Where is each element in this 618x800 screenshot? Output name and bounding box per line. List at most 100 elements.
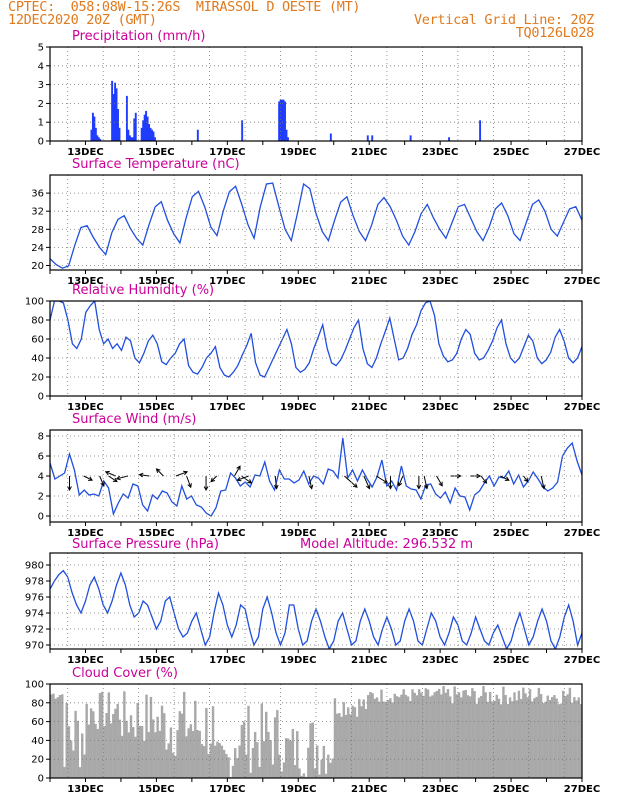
- cloud-bar: [236, 758, 239, 778]
- cloud-bar: [211, 706, 215, 778]
- precip-bar: [114, 82, 117, 141]
- precip-bar: [111, 80, 114, 141]
- x-tick-label: 13DEC: [67, 528, 103, 539]
- cloud-bar: [342, 702, 346, 778]
- cloud-bar: [174, 755, 177, 778]
- precip-bar: [278, 101, 281, 141]
- x-tick-label: 23DEC: [422, 784, 458, 795]
- cloud-bar: [535, 696, 538, 778]
- cloud-bar: [296, 731, 299, 778]
- precip-bar: [148, 124, 151, 141]
- cloud-bar: [355, 716, 359, 778]
- cloud-bar: [147, 732, 150, 778]
- wind-arrow-head: [236, 465, 241, 471]
- x-tick-label: 27DEC: [564, 655, 600, 666]
- cloud-bar: [537, 687, 541, 778]
- cloud-bar: [455, 694, 459, 778]
- x-tick-label: 15DEC: [138, 655, 174, 666]
- cloud-bar: [105, 713, 108, 778]
- x-tick-label: 17DEC: [209, 276, 245, 287]
- y-tick-label: 3: [38, 80, 44, 91]
- precip-bar: [99, 139, 102, 141]
- cloud-bar: [205, 708, 208, 778]
- cloud-bar: [544, 701, 547, 778]
- cloud-bar: [573, 697, 576, 778]
- precip-bar: [130, 137, 133, 141]
- cloud-bar: [477, 697, 481, 778]
- precip-bar: [279, 99, 282, 141]
- panel-1: Precipitation (mm/h) 0 1 2 3 4 5 13DEC 15DEC 17DE…: [38, 29, 601, 158]
- x-tick-label: 25DEC: [493, 784, 529, 795]
- cloud-bar: [400, 694, 403, 778]
- y-tick-label: 970: [25, 641, 44, 652]
- cloud-bar: [519, 698, 523, 778]
- cloud-bar: [373, 698, 377, 778]
- cloud-bar: [265, 711, 268, 778]
- cloud-bar: [409, 700, 412, 778]
- cloud-bar: [169, 727, 173, 778]
- cloud-bar: [444, 692, 447, 778]
- cloud-bar: [163, 713, 166, 778]
- cloud-bar: [240, 724, 244, 778]
- cloud-bar: [493, 700, 496, 778]
- x-tick-label: 27DEC: [564, 402, 600, 413]
- cloud-bar: [74, 710, 77, 778]
- wind-arrow: [398, 475, 404, 486]
- cloud-bar: [247, 705, 250, 778]
- y-tick-label: 60: [31, 717, 44, 728]
- cloud-bar: [271, 764, 275, 778]
- x-tick-label: 27DEC: [564, 276, 600, 287]
- precip-bar: [131, 137, 134, 141]
- wind-arrow: [480, 475, 487, 484]
- y-tick-label: 2: [38, 492, 44, 503]
- y-tick-label: 0: [38, 392, 44, 403]
- cloud-bar: [424, 688, 428, 778]
- cloud-bar: [123, 691, 126, 778]
- cloud-bar: [526, 697, 529, 778]
- precip-bar: [146, 116, 149, 141]
- panel-title: Precipitation (mm/h): [72, 29, 205, 44]
- cloud-bar: [482, 686, 485, 778]
- wind-arrow-head: [476, 473, 482, 479]
- cloud-bar: [72, 750, 75, 778]
- cloud-bar: [145, 694, 148, 778]
- cloud-bar: [302, 773, 306, 778]
- cloud-bar: [422, 695, 425, 778]
- panel-6: Cloud Cover (%) 0 20 40 60 80 100 13DEC 15DEC 17D…: [25, 666, 600, 795]
- wind-arrow: [186, 475, 192, 488]
- precip-bar: [366, 135, 369, 141]
- cloud-bar: [327, 754, 330, 778]
- cloud-bar: [555, 698, 558, 778]
- cloud-bar: [464, 689, 467, 778]
- precip-bar: [196, 129, 199, 141]
- panel-title: Surface Temperature (nC): [72, 157, 240, 172]
- precip-bar: [287, 137, 289, 141]
- wind-arrow: [139, 474, 150, 477]
- precip-bar: [118, 127, 121, 141]
- cloud-bar: [539, 693, 543, 778]
- y-tick-label: 40: [31, 736, 44, 747]
- wind-arrow-head: [438, 481, 443, 487]
- cloud-bar: [149, 696, 153, 778]
- cloud-bar: [457, 692, 461, 778]
- cloud-bar: [216, 741, 219, 778]
- cloud-bar: [451, 703, 454, 778]
- x-tick-label: 21DEC: [351, 402, 387, 413]
- wind-arrow: [376, 475, 388, 484]
- cloud-bar: [515, 700, 518, 778]
- cloud-bar: [58, 694, 62, 778]
- wind-arrow-head: [482, 478, 488, 484]
- cloud-bar: [198, 730, 201, 778]
- y-tick-label: 36: [31, 189, 44, 200]
- cloud-bar: [81, 733, 84, 778]
- cloud-bar: [386, 699, 390, 778]
- cloud-bar: [100, 691, 104, 778]
- y-tick-label: 20: [31, 261, 44, 272]
- wind-arrow-head: [541, 484, 546, 490]
- x-tick-label: 25DEC: [493, 528, 529, 539]
- panel-5: Surface Pressure (hPa) Model Altitude: 29…: [25, 537, 600, 666]
- precip-bar: [91, 112, 94, 141]
- cloud-bar: [194, 700, 197, 778]
- cloud-bar: [109, 723, 113, 778]
